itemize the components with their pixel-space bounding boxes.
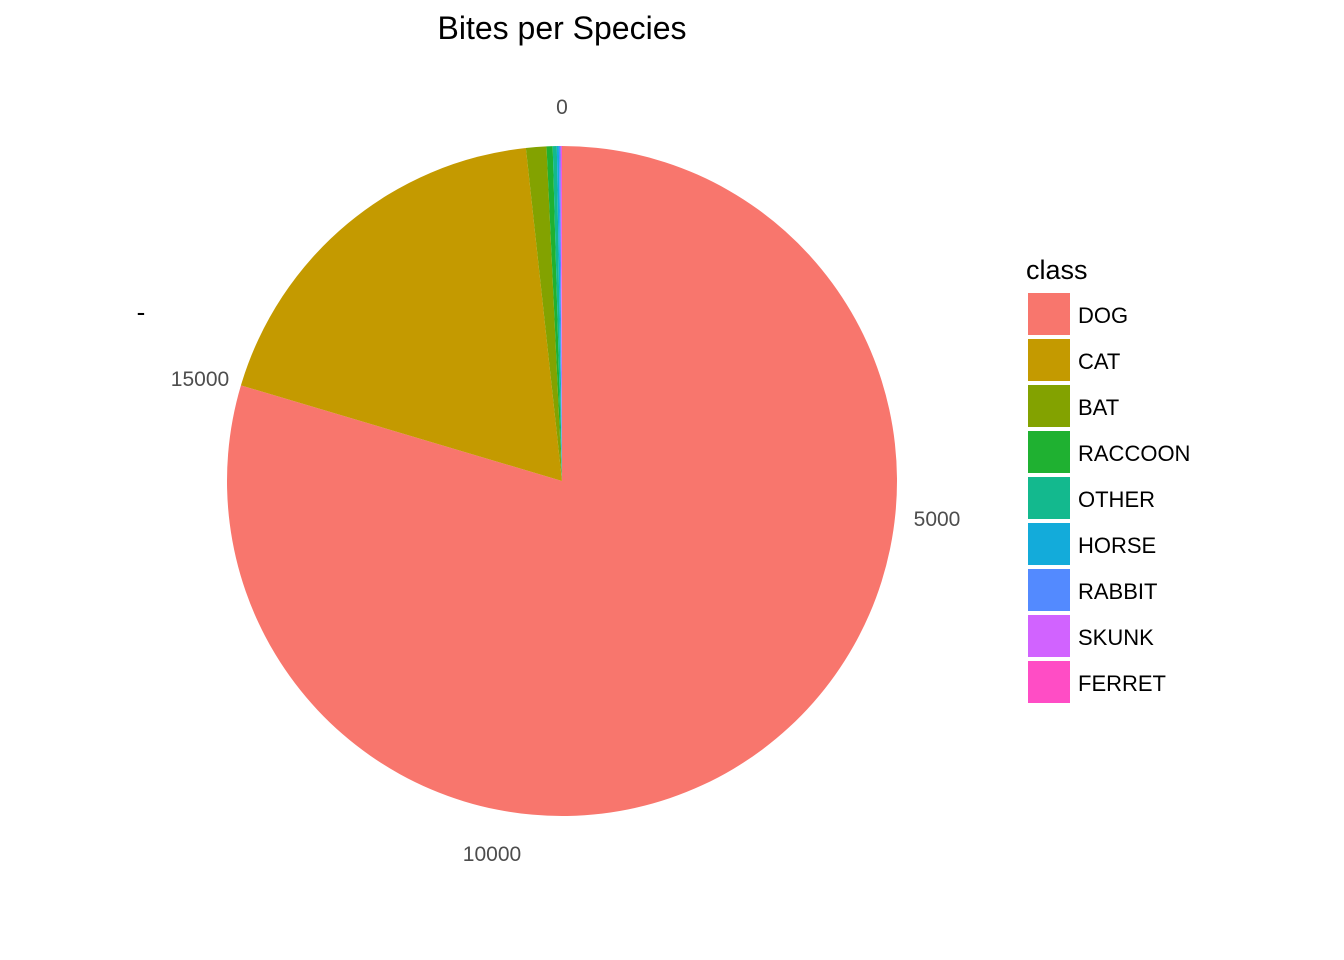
legend-label-raccoon: RACCOON [1078,441,1190,466]
tick-label-10000: 10000 [463,843,521,866]
legend-key-ferret [1028,661,1070,703]
tick-label-0: 0 [556,96,568,119]
legend-key-other [1028,477,1070,519]
pie-slice-bat [525,146,562,482]
legend-title: class [1026,255,1088,285]
legend-label-ferret: FERRET [1078,671,1166,696]
pie-slice-other [552,146,562,482]
legend-key-raccoon [1028,431,1070,473]
pie-slices [227,145,898,816]
y-axis-title: - [137,297,146,327]
pie-slice-raccoon [546,146,562,481]
legend-items: DOG CAT BAT RACCOON OTHER HORSE RABBIT SKUNK FER… [1028,293,1190,703]
legend-key-bat [1028,385,1070,427]
legend-key-skunk [1028,615,1070,657]
legend-label-skunk: SKUNK [1078,625,1154,650]
tick-label-5000: 5000 [914,508,961,531]
legend-label-cat: CAT [1078,349,1120,374]
legend-key-dog [1028,293,1070,335]
legend-label-other: OTHER [1078,487,1155,512]
legend-label-bat: BAT [1078,395,1119,420]
pie-slice-skunk [560,145,562,481]
legend-key-horse [1028,523,1070,565]
legend-label-horse: HORSE [1078,533,1156,558]
legend-label-dog: DOG [1078,303,1128,328]
theta-tick-labels: 0 5000 10000 15000 [171,96,961,866]
legend-label-rabbit: RABBIT [1078,579,1157,604]
legend-key-cat [1028,339,1070,381]
pie-slice-dog [227,146,898,816]
pie-slice-cat [240,147,562,481]
legend: class DOG CAT BAT RACCOON OTHER HORSE RABBIT SK… [1026,255,1190,703]
pie-slice-ferret [561,145,562,482]
pie-slice-horse [556,146,562,481]
tick-label-15000: 15000 [171,368,229,391]
pie-slice-rabbit [558,146,562,481]
chart-title: Bites per Species [437,10,686,46]
legend-key-rabbit [1028,569,1070,611]
